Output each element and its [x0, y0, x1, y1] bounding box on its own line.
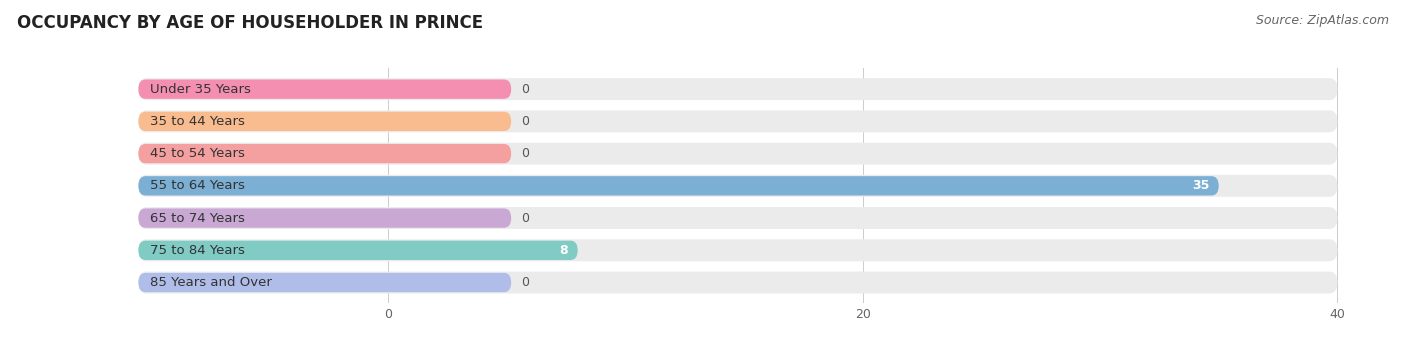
FancyBboxPatch shape: [138, 79, 512, 99]
FancyBboxPatch shape: [138, 207, 1337, 229]
FancyBboxPatch shape: [138, 176, 1219, 195]
Text: 0: 0: [520, 115, 529, 128]
Text: 0: 0: [520, 211, 529, 225]
Text: 0: 0: [520, 147, 529, 160]
Text: 35: 35: [1192, 179, 1209, 192]
FancyBboxPatch shape: [138, 78, 1337, 100]
Text: 45 to 54 Years: 45 to 54 Years: [150, 147, 245, 160]
Text: 75 to 84 Years: 75 to 84 Years: [150, 244, 245, 257]
FancyBboxPatch shape: [138, 241, 578, 260]
Text: Source: ZipAtlas.com: Source: ZipAtlas.com: [1256, 14, 1389, 27]
Text: 0: 0: [520, 83, 529, 95]
Text: 55 to 64 Years: 55 to 64 Years: [150, 179, 245, 192]
Text: 35 to 44 Years: 35 to 44 Years: [150, 115, 245, 128]
FancyBboxPatch shape: [138, 143, 1337, 165]
FancyBboxPatch shape: [138, 144, 512, 163]
FancyBboxPatch shape: [138, 208, 512, 228]
Text: 65 to 74 Years: 65 to 74 Years: [150, 211, 245, 225]
FancyBboxPatch shape: [138, 273, 512, 292]
FancyBboxPatch shape: [138, 271, 1337, 294]
Text: 85 Years and Over: 85 Years and Over: [150, 276, 273, 289]
FancyBboxPatch shape: [138, 110, 1337, 132]
Text: Under 35 Years: Under 35 Years: [150, 83, 252, 95]
FancyBboxPatch shape: [138, 175, 1337, 197]
FancyBboxPatch shape: [138, 239, 1337, 261]
FancyBboxPatch shape: [138, 112, 512, 131]
Text: 8: 8: [560, 244, 568, 257]
Text: OCCUPANCY BY AGE OF HOUSEHOLDER IN PRINCE: OCCUPANCY BY AGE OF HOUSEHOLDER IN PRINC…: [17, 14, 484, 32]
Text: 0: 0: [520, 276, 529, 289]
